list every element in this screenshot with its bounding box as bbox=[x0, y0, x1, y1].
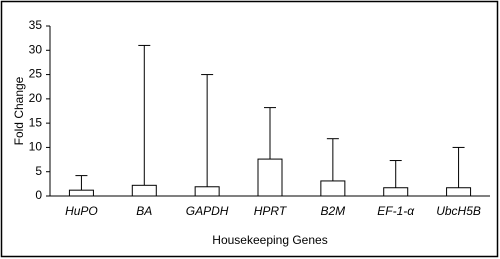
bar bbox=[446, 187, 472, 197]
y-tick-label: 5 bbox=[35, 164, 42, 178]
x-axis-title: Housekeeping Genes bbox=[212, 233, 327, 247]
y-tick-label: 30 bbox=[29, 42, 43, 56]
y-tick-label: 15 bbox=[29, 115, 43, 129]
bar bbox=[194, 186, 220, 197]
x-tick-label: UbcH5B bbox=[436, 204, 481, 218]
y-tick-label: 0 bbox=[35, 188, 42, 202]
y-tick-label: 20 bbox=[29, 91, 43, 105]
y-tick-label: 35 bbox=[29, 18, 43, 32]
x-tick-label: HPRT bbox=[254, 204, 288, 218]
x-tick-label: HuPO bbox=[65, 204, 98, 218]
y-tick-label: 10 bbox=[29, 140, 43, 154]
y-axis-title: Fold Change bbox=[12, 76, 26, 145]
bar bbox=[320, 180, 346, 197]
x-tick-label: BA bbox=[136, 204, 152, 218]
bar bbox=[257, 158, 283, 197]
x-tick-label: B2M bbox=[321, 204, 346, 218]
x-tick-label: GAPDH bbox=[186, 204, 229, 218]
bar bbox=[68, 189, 94, 197]
bar bbox=[383, 187, 409, 197]
x-tick-label: EF-1-α bbox=[377, 204, 415, 218]
bar bbox=[131, 184, 157, 197]
y-tick-label: 25 bbox=[29, 67, 43, 81]
